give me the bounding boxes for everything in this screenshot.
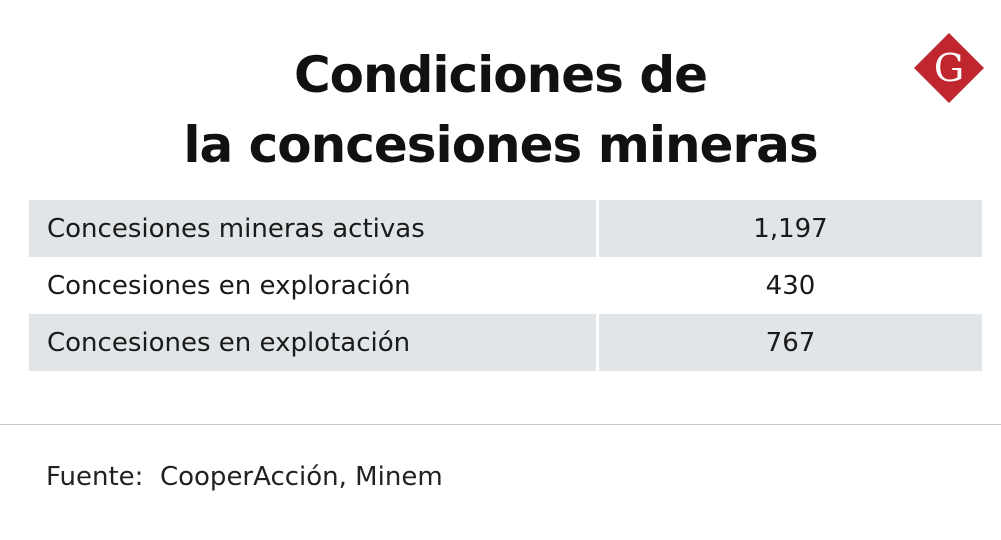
row-value: 767 [599, 314, 982, 371]
row-value: 1,197 [599, 200, 982, 257]
row-label: Concesiones en explotación [29, 314, 596, 371]
logo-letter: G [934, 46, 964, 90]
row-label: Concesiones mineras activas [29, 200, 596, 257]
table-row: Concesiones en explotación 767 [29, 314, 982, 371]
chart-title-line-2: la concesiones mineras [183, 116, 818, 174]
gestion-logo-icon: G [914, 33, 984, 103]
row-value: 430 [765, 270, 816, 301]
row-label: Concesiones en exploración [47, 270, 411, 301]
table-row: Concesiones mineras activas 1,197 [29, 200, 982, 257]
table-row: Concesiones en exploración 430 [29, 257, 982, 314]
chart-title-line-1: Condiciones de [293, 46, 708, 104]
data-table: Concesiones mineras activas 1,197 Conces… [29, 200, 982, 371]
chart-title: Condiciones de la concesiones mineras [0, 40, 1001, 180]
divider [0, 424, 1001, 425]
source-note: Fuente: CooperAcción, Minem [46, 462, 443, 492]
